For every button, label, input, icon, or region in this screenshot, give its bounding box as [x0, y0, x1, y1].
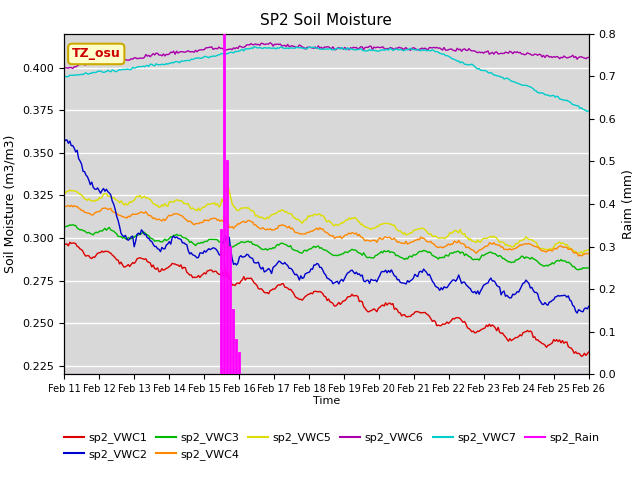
- Y-axis label: Soil Moisture (m3/m3): Soil Moisture (m3/m3): [4, 135, 17, 273]
- Y-axis label: Raim (mm): Raim (mm): [622, 169, 635, 239]
- Text: TZ_osu: TZ_osu: [72, 48, 120, 60]
- X-axis label: Time: Time: [313, 396, 340, 406]
- Legend: sp2_VWC1, sp2_VWC2, sp2_VWC3, sp2_VWC4, sp2_VWC5, sp2_VWC6, sp2_VWC7, sp2_Rain: sp2_VWC1, sp2_VWC2, sp2_VWC3, sp2_VWC4, …: [59, 428, 604, 464]
- Title: SP2 Soil Moisture: SP2 Soil Moisture: [260, 13, 392, 28]
